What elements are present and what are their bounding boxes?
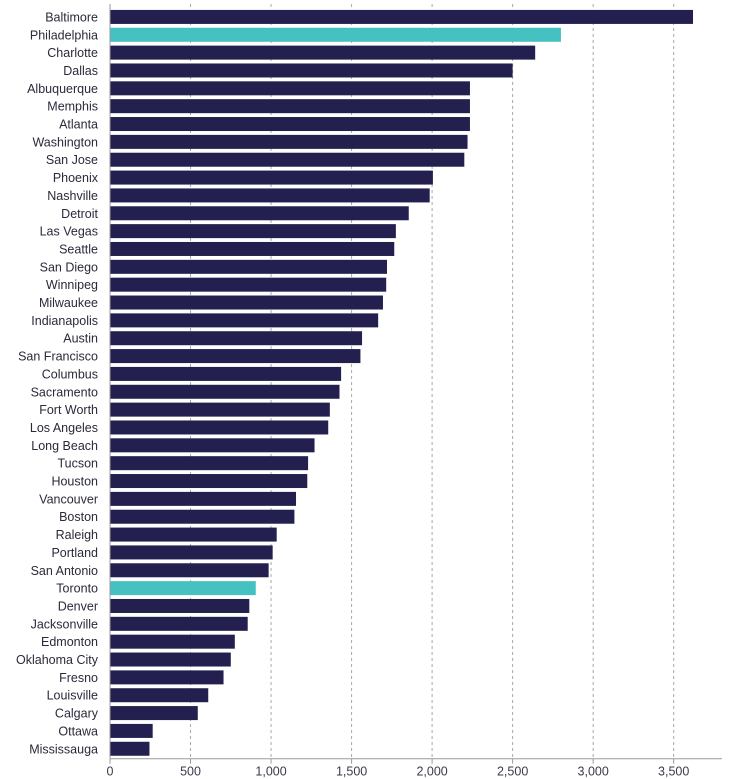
category-label: Baltimore xyxy=(45,10,98,24)
bar-calgary xyxy=(110,706,198,721)
category-label: Columbus xyxy=(42,367,98,381)
bar-vancouver xyxy=(110,491,297,506)
category-label: Raleigh xyxy=(56,528,98,542)
category-label: Ottawa xyxy=(58,724,98,738)
bar-philadelphia xyxy=(110,27,561,42)
category-label: Boston xyxy=(59,510,98,524)
category-label: Vancouver xyxy=(39,492,98,506)
category-label: Mississauga xyxy=(29,742,98,756)
bar-fresno xyxy=(110,670,224,685)
bar-atlanta xyxy=(110,117,470,132)
x-tick-label: 1,500 xyxy=(336,765,367,779)
category-label: Louisville xyxy=(47,689,98,703)
category-label: Fort Worth xyxy=(39,403,98,417)
bar-dallas xyxy=(110,63,513,78)
bar-tucson xyxy=(110,456,309,471)
category-label: Fresno xyxy=(59,671,98,685)
bar-detroit xyxy=(110,206,409,221)
bar-edmonton xyxy=(110,634,235,649)
bar-baltimore xyxy=(110,9,694,24)
bar-raleigh xyxy=(110,527,277,542)
category-label: Charlotte xyxy=(47,46,98,60)
bar-san-antonio xyxy=(110,563,269,578)
bar-las-vegas xyxy=(110,224,396,239)
bar-louisville xyxy=(110,688,209,703)
category-label: Tucson xyxy=(57,457,98,471)
bar-phoenix xyxy=(110,170,433,185)
x-tick-label: 1,000 xyxy=(255,765,286,779)
bar-houston xyxy=(110,474,308,489)
category-label: Washington xyxy=(32,135,98,149)
category-label: Oklahoma City xyxy=(16,653,99,667)
category-label: Philadelphia xyxy=(30,28,98,42)
bar-columbus xyxy=(110,366,342,381)
category-label: Jacksonville xyxy=(31,617,98,631)
bar-los-angeles xyxy=(110,420,329,435)
bar-boston xyxy=(110,509,295,524)
category-label: Atlanta xyxy=(59,118,98,132)
x-tick-label: 0 xyxy=(107,765,114,779)
bar-milwaukee xyxy=(110,295,383,310)
bar-memphis xyxy=(110,99,470,114)
category-label: Edmonton xyxy=(41,635,98,649)
bar-san-jose xyxy=(110,152,465,167)
bar-oklahoma-city xyxy=(110,652,231,667)
bar-ottawa xyxy=(110,723,153,738)
category-label: Indianapolis xyxy=(31,314,98,328)
bar-charlotte xyxy=(110,45,536,60)
category-label: Milwaukee xyxy=(39,296,98,310)
category-label: Sacramento xyxy=(31,385,98,399)
category-label: Austin xyxy=(63,332,98,346)
bar-jacksonville xyxy=(110,616,248,631)
bar-nashville xyxy=(110,188,430,203)
category-label: Detroit xyxy=(61,207,98,221)
bar-washington xyxy=(110,134,468,149)
category-label: Houston xyxy=(51,475,98,489)
bar-long-beach xyxy=(110,438,315,453)
bar-indianapolis xyxy=(110,313,379,328)
category-label: Long Beach xyxy=(31,439,98,453)
bar-san-francisco xyxy=(110,349,361,364)
bar-fort-worth xyxy=(110,402,330,417)
bar-winnipeg xyxy=(110,277,387,292)
category-labels: Baltimore Philadelphia Charlotte Dallas Albu… xyxy=(16,10,99,756)
category-label: Portland xyxy=(51,546,98,560)
bar-albuquerque xyxy=(110,81,470,96)
bar-sacramento xyxy=(110,384,340,399)
category-label: Calgary xyxy=(55,707,99,721)
category-label: San Francisco xyxy=(18,350,98,364)
x-tick-label: 3,000 xyxy=(578,765,609,779)
bar-austin xyxy=(110,331,363,346)
category-label: Nashville xyxy=(47,189,98,203)
category-label: Winnipeg xyxy=(46,278,98,292)
category-label: Los Angeles xyxy=(30,421,98,435)
bar-seattle xyxy=(110,241,395,256)
category-label: Seattle xyxy=(59,242,98,256)
category-label: San Antonio xyxy=(31,564,98,578)
category-label: Toronto xyxy=(56,582,98,596)
bar-toronto xyxy=(110,581,256,596)
bar-portland xyxy=(110,545,273,560)
category-label: San Jose xyxy=(46,153,98,167)
category-label: Albuquerque xyxy=(27,82,98,96)
bar-denver xyxy=(110,598,250,613)
x-tick-label: 500 xyxy=(180,765,201,779)
category-label: Dallas xyxy=(63,64,98,78)
category-label: San Diego xyxy=(40,260,98,274)
x-tick-label: 2,000 xyxy=(416,765,447,779)
category-label: Memphis xyxy=(47,100,98,114)
bar-mississauga xyxy=(110,741,150,756)
bar-san-diego xyxy=(110,259,388,274)
category-label: Phoenix xyxy=(53,171,99,185)
x-tick-label: 2,500 xyxy=(497,765,528,779)
bars xyxy=(110,9,694,756)
x-axis: 0 500 1,000 1,500 2,000 2,500 3,000 3,500 xyxy=(107,4,722,779)
category-label: Las Vegas xyxy=(40,225,98,239)
x-tick-label: 3,500 xyxy=(658,765,689,779)
category-label: Denver xyxy=(58,599,98,613)
